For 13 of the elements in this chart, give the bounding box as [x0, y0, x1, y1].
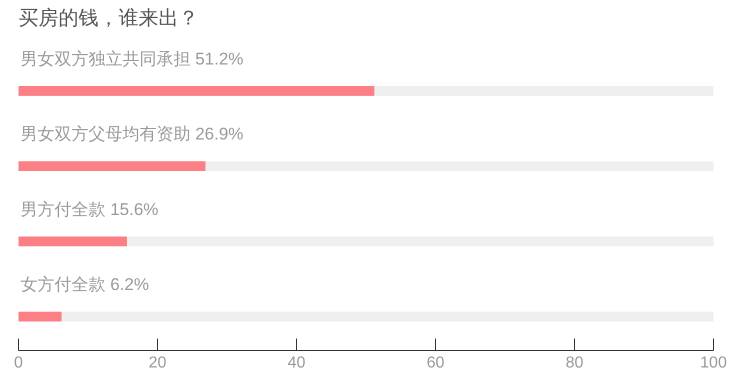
x-tick-label: 60 — [426, 354, 444, 372]
x-tick-label: 0 — [14, 354, 24, 372]
bar — [18, 312, 62, 322]
category-label: 男方付全款 15.6% — [20, 200, 158, 219]
bar — [18, 236, 127, 246]
category-label: 男女双方父母均有资助 26.9% — [20, 124, 244, 144]
chart-title: 买房的钱，谁来出？ — [18, 8, 198, 30]
x-tick-label: 20 — [148, 354, 166, 372]
x-tick-label: 40 — [288, 354, 306, 372]
x-tick-label: 80 — [566, 354, 584, 372]
x-tick-label: 100 — [700, 354, 727, 372]
category-label: 男女双方独立共同承担 51.2% — [20, 49, 244, 68]
category-label: 女方付全款 6.2% — [20, 275, 149, 294]
